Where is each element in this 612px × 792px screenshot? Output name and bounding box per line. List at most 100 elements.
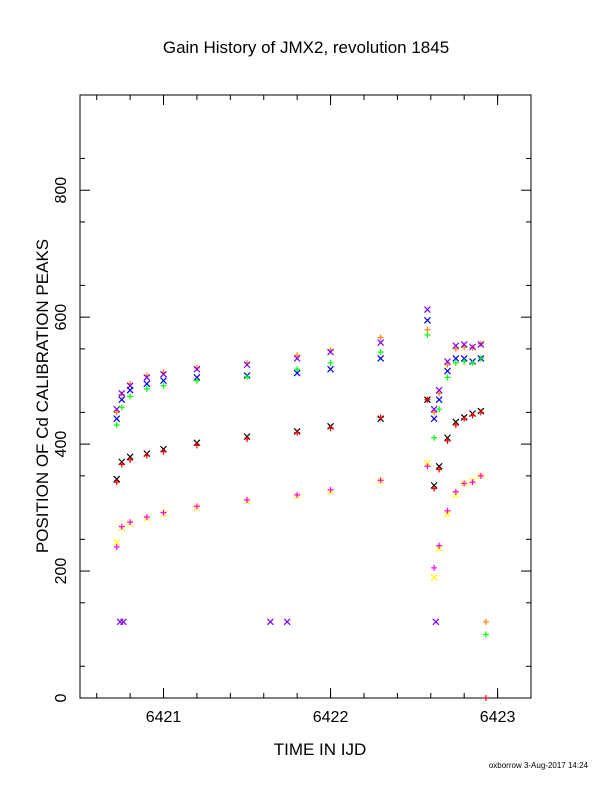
data-point xyxy=(435,396,443,404)
data-point xyxy=(435,462,443,470)
outlier-point xyxy=(482,618,489,625)
data-point xyxy=(424,316,431,324)
data-point xyxy=(436,406,443,413)
data-point xyxy=(113,405,121,413)
data-point xyxy=(444,374,451,381)
data-point xyxy=(126,386,134,394)
y-tick-label: 800 xyxy=(53,177,70,204)
data-point xyxy=(435,545,443,553)
data-point xyxy=(460,354,468,362)
data-point xyxy=(327,365,334,373)
data-point xyxy=(294,429,301,436)
data-point xyxy=(294,352,301,359)
data-point xyxy=(430,573,438,581)
y-tick-label: 200 xyxy=(53,558,70,585)
data-point xyxy=(430,415,438,423)
data-point xyxy=(113,475,121,483)
data-point xyxy=(193,503,200,510)
x-axis-label: TIME IN IJD xyxy=(274,740,367,759)
data-point xyxy=(452,418,460,426)
data-point xyxy=(244,373,251,380)
data-point xyxy=(160,448,167,455)
data-point xyxy=(424,396,431,403)
data-point xyxy=(430,405,438,413)
y-tick-label: 400 xyxy=(53,431,70,458)
data-point xyxy=(143,374,151,381)
data-point xyxy=(118,396,126,404)
chart-title: Gain History of JMX2, revolution 1845 xyxy=(163,38,449,57)
plot-frame xyxy=(79,94,532,699)
data-point xyxy=(294,366,301,373)
data-point xyxy=(424,306,431,313)
y-axis: 0 200 400 600 800 xyxy=(53,157,531,702)
data-point xyxy=(377,477,384,484)
data-point xyxy=(127,519,134,526)
data-point xyxy=(113,409,120,416)
data-point xyxy=(160,377,167,385)
data-point xyxy=(452,491,460,499)
data-point xyxy=(444,434,451,442)
data-point xyxy=(452,488,459,495)
data-point xyxy=(118,523,125,530)
data-point xyxy=(469,359,476,366)
outlier-point xyxy=(120,618,127,626)
data-point xyxy=(118,461,125,468)
y-tick-label: 0 xyxy=(53,693,70,702)
data-point xyxy=(430,481,438,489)
outlier-point xyxy=(283,618,291,626)
data-point xyxy=(193,442,200,449)
data-point xyxy=(469,343,476,351)
data-point xyxy=(327,425,334,432)
outlier-point xyxy=(482,631,489,638)
footer-timestamp: oxborrow 3-Aug-2017 14:24 xyxy=(489,761,589,770)
data-point xyxy=(118,389,126,397)
data-point xyxy=(424,459,431,467)
data-point xyxy=(444,510,451,518)
outlier-point xyxy=(482,695,489,701)
data-point xyxy=(436,466,443,473)
data-point xyxy=(431,564,438,571)
data-point xyxy=(193,377,200,384)
data-point xyxy=(160,370,167,378)
data-point xyxy=(436,542,443,549)
data-point xyxy=(452,359,459,366)
data-point xyxy=(143,385,150,392)
data-point xyxy=(193,374,201,381)
data-point xyxy=(113,543,120,550)
data-point xyxy=(452,354,460,362)
data-point xyxy=(327,486,334,493)
data-point xyxy=(113,539,121,546)
outlier-point xyxy=(432,618,440,626)
data-point xyxy=(452,345,459,352)
data-point xyxy=(118,404,125,411)
data-points xyxy=(113,306,489,701)
data-point xyxy=(461,480,468,487)
data-point xyxy=(244,496,251,503)
data-point xyxy=(452,342,460,350)
y-axis-label: POSITION OF Cd CALIBRATION PEAKS xyxy=(33,239,52,553)
data-point xyxy=(469,479,476,486)
data-point xyxy=(127,393,134,400)
data-point xyxy=(461,358,468,365)
data-point xyxy=(143,452,150,459)
data-point xyxy=(460,341,468,348)
data-point xyxy=(244,436,251,443)
data-point xyxy=(477,472,484,479)
data-point xyxy=(377,334,384,341)
x-tick-label: 6422 xyxy=(313,709,349,726)
x-axis: 6421 6422 6423 xyxy=(96,95,532,726)
data-point xyxy=(327,359,334,366)
data-point xyxy=(127,456,134,463)
data-point xyxy=(377,339,385,346)
data-point xyxy=(477,355,484,362)
data-point xyxy=(444,437,451,444)
data-point xyxy=(431,485,438,492)
data-point xyxy=(435,386,443,394)
data-point xyxy=(126,453,134,461)
data-point xyxy=(143,380,151,388)
data-point xyxy=(193,365,201,373)
data-point xyxy=(444,507,451,514)
data-point xyxy=(113,422,120,429)
data-point xyxy=(143,514,150,521)
